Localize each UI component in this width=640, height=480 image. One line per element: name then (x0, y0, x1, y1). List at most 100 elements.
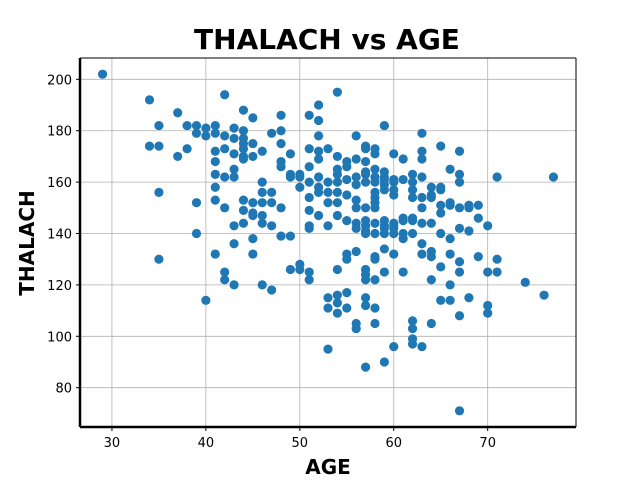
x-tick-label: 60 (385, 436, 402, 451)
data-point (304, 223, 314, 233)
data-point (445, 164, 455, 174)
data-point (220, 172, 230, 182)
data-point (407, 339, 418, 349)
data-point (238, 126, 249, 136)
data-point (351, 195, 361, 205)
data-point (360, 156, 371, 167)
data-point (483, 300, 493, 311)
data-point (370, 318, 380, 329)
data-point (144, 95, 155, 105)
data-point (257, 218, 267, 228)
data-point (191, 128, 202, 138)
data-point (342, 174, 352, 185)
data-point (229, 133, 239, 144)
data-point (360, 203, 371, 213)
data-point (304, 275, 314, 285)
data-point (360, 362, 371, 372)
data-point (248, 210, 258, 221)
data-point (370, 303, 380, 313)
data-point (454, 267, 465, 277)
data-point (445, 249, 455, 259)
data-point (407, 185, 418, 195)
data-point (332, 290, 342, 300)
data-point (173, 151, 183, 162)
data-point (304, 205, 314, 215)
data-point (417, 172, 427, 182)
data-point (276, 203, 286, 213)
data-point (360, 228, 371, 239)
data-point (229, 164, 239, 174)
data-point (210, 146, 220, 156)
scatter-points (97, 69, 559, 416)
data-point (210, 182, 220, 192)
data-point (370, 177, 380, 187)
data-point (276, 231, 286, 241)
data-point (314, 131, 324, 141)
data-point (304, 144, 314, 154)
data-point (238, 144, 249, 154)
data-point (407, 228, 418, 239)
data-point (97, 69, 108, 79)
data-point (229, 280, 239, 290)
data-point (398, 154, 408, 164)
data-point (314, 100, 324, 110)
data-point (454, 406, 465, 416)
data-point (238, 218, 249, 228)
y-axis-ticks: 80 100 120 140 160 180 200 (47, 73, 80, 397)
data-point (436, 262, 446, 272)
data-point (360, 300, 371, 311)
data-point (210, 249, 220, 259)
data-point (332, 298, 342, 308)
data-point (323, 293, 333, 303)
data-point (398, 234, 408, 244)
data-point (210, 128, 220, 138)
data-point (248, 113, 258, 123)
data-point (220, 131, 230, 141)
data-point (248, 234, 258, 244)
data-point (548, 172, 559, 182)
data-point (445, 295, 455, 305)
data-point (342, 303, 352, 313)
data-point (332, 210, 342, 221)
data-point (445, 200, 455, 210)
data-point (257, 280, 267, 290)
data-point (360, 293, 371, 303)
data-point (351, 154, 361, 164)
data-point (454, 257, 465, 267)
data-point (370, 254, 380, 264)
data-point (370, 149, 380, 159)
data-point (426, 218, 436, 228)
data-point (267, 187, 277, 197)
data-point (332, 169, 342, 180)
data-point (351, 203, 361, 213)
data-point (370, 228, 380, 239)
data-point (407, 192, 418, 203)
data-point (285, 172, 296, 182)
data-point (342, 162, 352, 172)
data-point (276, 110, 286, 120)
data-point (370, 203, 380, 213)
data-point (417, 146, 427, 156)
data-point (220, 275, 230, 285)
data-point (407, 177, 418, 187)
data-point (417, 249, 427, 259)
data-point (257, 210, 267, 221)
data-point (276, 138, 286, 149)
data-point (220, 144, 230, 154)
data-point (417, 128, 427, 138)
data-point (238, 195, 249, 205)
data-point (229, 149, 239, 159)
data-point (436, 141, 446, 151)
data-point (389, 228, 399, 239)
data-point (473, 213, 483, 223)
data-point (407, 316, 418, 326)
data-point (360, 275, 371, 285)
data-point (332, 177, 342, 187)
data-point (360, 144, 371, 154)
data-point (304, 267, 314, 277)
data-point (201, 131, 211, 141)
data-point (483, 267, 493, 277)
data-point (398, 174, 408, 185)
data-point (417, 218, 427, 228)
